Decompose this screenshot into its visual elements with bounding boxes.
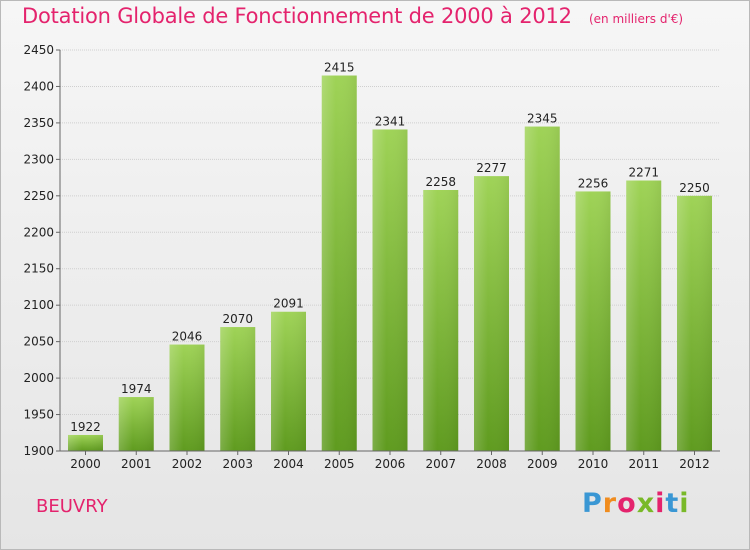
x-tick-label: 2001: [121, 457, 152, 471]
proxiti-logo: Proxiti: [582, 488, 690, 519]
value-label: 2258: [425, 175, 456, 189]
value-label: 2070: [222, 312, 253, 326]
logo-letter: i: [679, 488, 690, 519]
value-label: 2250: [679, 181, 710, 195]
value-label: 2345: [527, 112, 558, 126]
axis-layer: 1900 1950 2000 2050 2100 2150 2200 2250 2300 2350…: [23, 43, 720, 471]
y-tick-label: 2400: [23, 79, 54, 93]
bar-shine: [372, 129, 408, 452]
x-tick-label: 2006: [375, 457, 406, 471]
bar-shine: [169, 344, 205, 451]
y-tick-label: 2300: [23, 152, 54, 166]
logo-letter: P: [582, 488, 603, 519]
logo-letter: i: [655, 488, 666, 519]
chart-subtitle: (en milliers d'€): [588, 12, 684, 26]
bar-shine: [220, 327, 256, 451]
logo-letter: x: [636, 488, 656, 519]
commune-name: BEUVRY: [36, 496, 108, 517]
bar-shine: [271, 311, 306, 451]
x-tick-label: 2011: [628, 457, 659, 471]
value-label: 2415: [324, 61, 355, 75]
bars-layer: 1922 1974 2046 2070 2091 2415 2341 2258 2277 2345…: [68, 61, 712, 452]
y-tick-label: 2050: [23, 335, 54, 349]
x-tick-label: 2005: [324, 457, 355, 471]
x-tick-label: 2009: [527, 457, 558, 471]
y-tick-label: 1900: [23, 444, 54, 458]
bar-shine: [626, 180, 662, 452]
value-label: 2271: [628, 166, 659, 180]
logo-letter: o: [617, 488, 637, 519]
value-label: 2277: [476, 161, 507, 175]
value-label: 2256: [578, 176, 609, 190]
bar-shine: [118, 397, 154, 451]
y-tick-label: 2350: [23, 116, 54, 130]
y-tick-label: 2000: [23, 371, 54, 385]
y-tick-label: 1950: [23, 408, 54, 422]
bar-shine: [423, 189, 459, 451]
x-tick-label: 2008: [476, 457, 507, 471]
title-row: Dotation Globale de Fonctionnement de 20…: [22, 4, 683, 28]
bar-shine: [677, 195, 712, 451]
bar-shine: [68, 434, 103, 451]
bar-shine: [524, 126, 560, 452]
y-tick-label: 2100: [23, 298, 54, 312]
logo-letter: r: [602, 488, 618, 519]
value-label: 2341: [375, 114, 406, 128]
x-tick-label: 2004: [273, 457, 304, 471]
value-label: 1922: [70, 420, 101, 434]
y-tick-label: 2450: [23, 43, 54, 57]
bar-shine: [575, 191, 611, 451]
bar-shine: [321, 75, 357, 451]
x-tick-label: 2003: [222, 457, 253, 471]
chart-title: Dotation Globale de Fonctionnement de 20…: [22, 4, 572, 28]
x-tick-label: 2000: [70, 457, 101, 471]
logo-letter: t: [665, 488, 680, 519]
bar-shine: [474, 176, 509, 451]
y-tick-label: 2200: [23, 225, 54, 239]
x-tick-label: 2010: [578, 457, 609, 471]
y-tick-label: 2150: [23, 262, 54, 276]
y-tick-label: 2250: [23, 189, 54, 203]
value-label: 1974: [121, 382, 152, 396]
x-tick-label: 2007: [425, 457, 456, 471]
x-tick-label: 2012: [679, 457, 710, 471]
value-label: 2046: [172, 330, 203, 344]
value-label: 2091: [273, 297, 304, 311]
x-tick-label: 2002: [172, 457, 203, 471]
